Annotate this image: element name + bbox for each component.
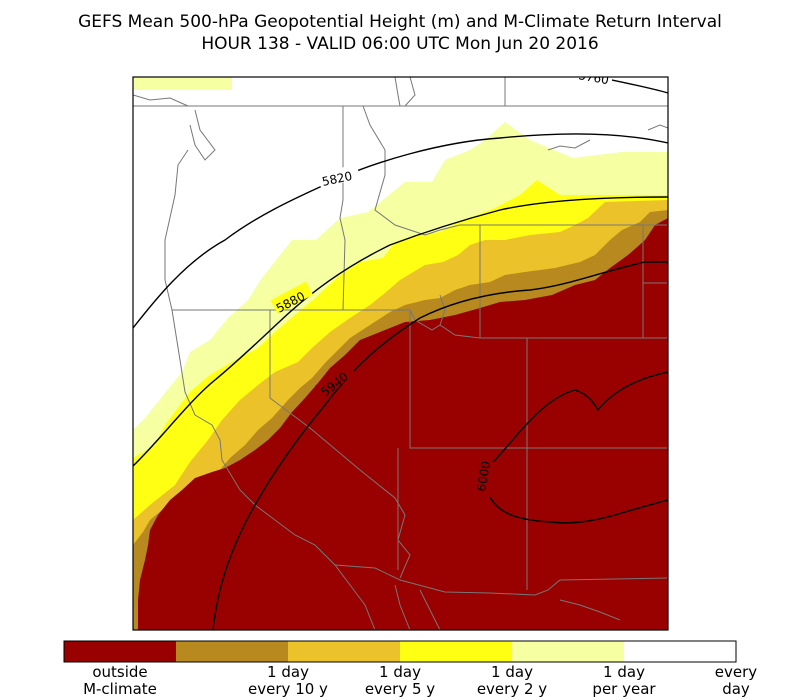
river <box>404 77 416 107</box>
contour-line-5760 <box>594 77 668 94</box>
map-title: GEFS Mean 500-hPa Geopotential Height (m… <box>78 12 722 32</box>
colorbar-label-line2: every 10 y <box>248 680 328 698</box>
intl-border-mexico <box>334 564 668 596</box>
colorbar-swatch-every-2y <box>400 641 512 662</box>
coastline <box>164 149 376 630</box>
colorbar-label-line1: 1 day <box>603 663 645 681</box>
colorbar-label-line1: 1 day <box>267 663 309 681</box>
contour-label-bg <box>315 361 356 398</box>
state-boundary <box>409 309 481 339</box>
colorbar-frame <box>63 640 737 663</box>
state-boundary <box>362 105 480 236</box>
colorbar-label-every-2y: 1 day every 2 y <box>456 664 568 698</box>
colorbar-swatch-every-10y <box>176 641 288 662</box>
baja-coast <box>394 584 411 630</box>
state-boundary <box>269 310 411 579</box>
colorbar-label-line1: every <box>714 663 758 681</box>
map-panel: 5760 5820 5880 5940 6000 <box>133 68 668 630</box>
bc-coast <box>133 94 189 107</box>
colorbar-label-line1: 1 day <box>379 663 421 681</box>
colorbar-swatch-every-day <box>624 641 736 662</box>
colorbar-label-line1: outside <box>92 663 148 681</box>
map-subtitle: HOUR 138 - VALID 06:00 UTC Mon Jun 20 20… <box>201 34 599 54</box>
contour-line-5880 <box>133 196 668 467</box>
puget-sound <box>189 109 216 161</box>
colorbar-label-line2: every 5 y <box>364 680 436 698</box>
colorbar-swatch-outside-mclimate <box>64 641 176 662</box>
band-outside-mclimate <box>138 218 668 630</box>
colorbar-label-outside-mclimate: outside M-climate <box>64 664 176 698</box>
colorbar-label-line2: day <box>722 680 750 698</box>
contour-line-5940 <box>212 261 668 630</box>
colorbar-label-line2: M-climate <box>83 680 157 698</box>
colorbar-swatch-every-5y <box>288 641 400 662</box>
colorbar <box>63 640 737 663</box>
map-frame <box>132 76 669 631</box>
gulf-coast <box>559 599 621 621</box>
contour-label-5760: 5760 <box>577 68 610 87</box>
colorbar-label-every-10y: 1 day every 10 y <box>232 664 344 698</box>
contour-label-bg <box>270 281 313 314</box>
hudson-coast <box>647 124 668 131</box>
boundary-lines <box>133 77 668 630</box>
contour-line-6000 <box>489 371 668 524</box>
lake-outline <box>547 139 591 151</box>
contour-label-5820: 5820 <box>321 169 354 189</box>
colorbar-label-per-year: 1 day per year <box>568 664 680 698</box>
band-per-year <box>133 77 232 90</box>
state-boundary <box>439 294 446 326</box>
colorbar-label-line2: per year <box>592 680 656 698</box>
contour-label-6000: 6000 <box>474 460 493 493</box>
colorbar-swatch-per-year <box>512 641 624 662</box>
colorbar-label-every-day: every day <box>680 664 792 698</box>
river <box>394 77 401 107</box>
colorbar-label-every-5y: 1 day every 5 y <box>344 664 456 698</box>
contour-label-bg <box>576 77 612 82</box>
colorbar-label-line2: every 2 y <box>476 680 548 698</box>
gulf-coast <box>419 589 441 630</box>
contour-label-bg <box>317 164 361 188</box>
state-boundary <box>409 310 527 449</box>
colorbar-label-line1: 1 day <box>491 663 533 681</box>
